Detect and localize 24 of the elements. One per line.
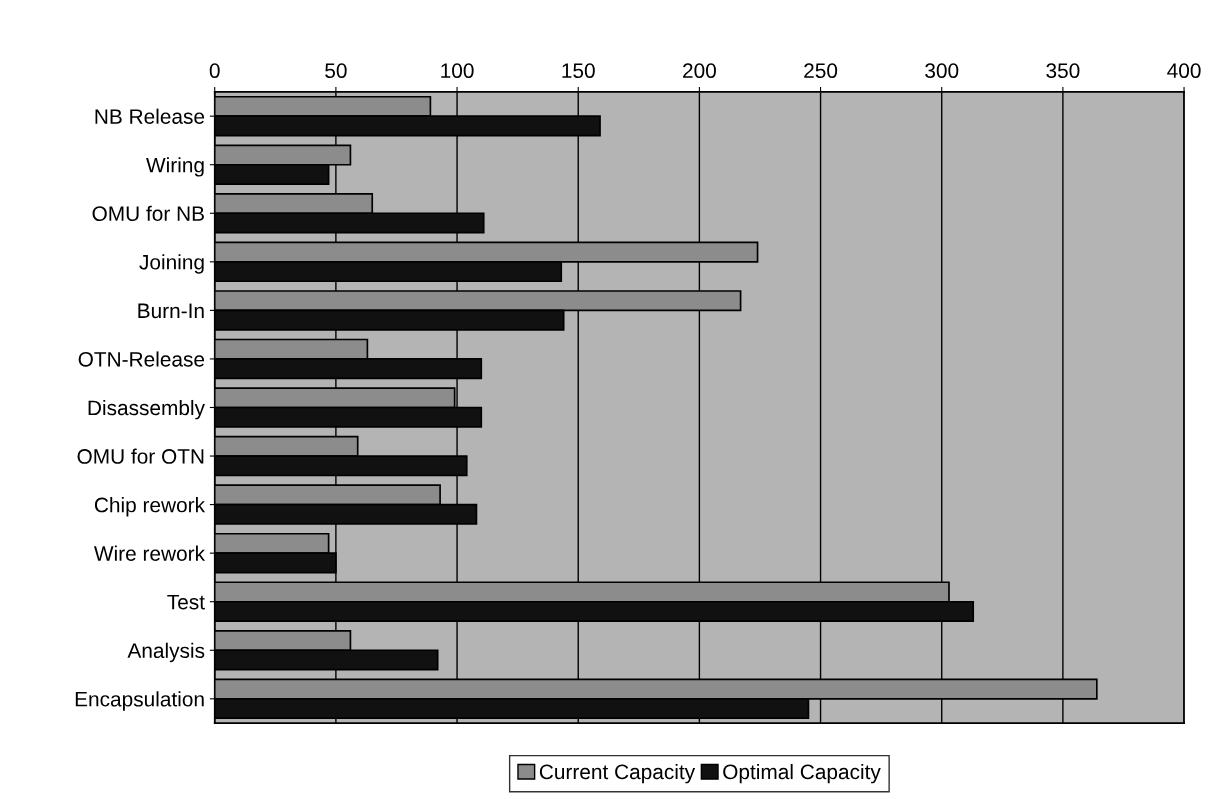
x-tick-label: 300 — [925, 63, 959, 79]
y-tick-label: OMU for NB — [92, 205, 204, 222]
x-tick-label: 200 — [683, 63, 716, 79]
y-tick-label: OMU for OTN — [77, 448, 204, 464]
x-tick-label: 350 — [1046, 63, 1080, 79]
y-tick-label: Analysis — [127, 642, 205, 663]
legend-label: Optimal Capacity — [723, 763, 881, 784]
x-tick-label: 400 — [1167, 63, 1201, 79]
x-tick-label: 150 — [562, 63, 595, 79]
x-tick-label: 250 — [804, 63, 838, 79]
y-tick-label: Wiring — [146, 157, 204, 177]
x-tick-label: 0 — [209, 63, 220, 79]
x-tick-label: 50 — [325, 63, 347, 79]
y-tick-label: NB Release — [95, 108, 205, 124]
y-tick-label: Burn-In — [138, 303, 204, 319]
y-tick-label: Disassembly — [88, 399, 205, 420]
y-tick-label: Wire rework — [93, 545, 206, 561]
y-tick-label: Test — [167, 594, 205, 610]
x-tick-label: 100 — [441, 63, 474, 79]
legend-label: Current Capacity — [539, 763, 696, 784]
y-tick-label: OTN-Release — [78, 351, 205, 367]
y-tick-label: Encapsulation — [75, 691, 204, 711]
y-tick-label: Chip rework — [94, 497, 206, 517]
y-tick-label: Joining — [139, 254, 204, 274]
